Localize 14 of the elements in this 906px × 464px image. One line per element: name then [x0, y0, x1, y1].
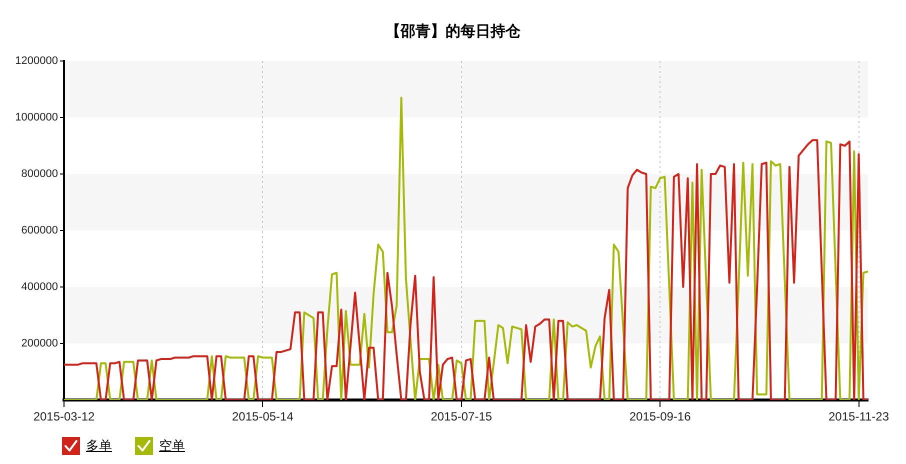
y-tick-label: 200000 [21, 338, 58, 350]
y-tick-label: 800000 [21, 168, 58, 180]
legend-label: 空单 [159, 437, 185, 455]
y-tick-label: 600000 [21, 224, 58, 237]
y-tick-label: 1000000 [15, 112, 58, 124]
x-tick-label: 2015-09-16 [629, 410, 692, 424]
y-tick-label: 1200000 [15, 55, 58, 68]
x-tick-label: 2015-07-15 [430, 410, 492, 424]
chart-title: 【邵青】的每日持仓 [384, 23, 522, 41]
y-tick-label: 400000 [21, 281, 58, 294]
legend-label: 多单 [86, 437, 112, 455]
x-tick-label: 2015-03-12 [33, 410, 96, 424]
x-tick-label: 2015-05-14 [232, 410, 294, 424]
x-tick-label: 2015-11-23 [828, 410, 890, 424]
